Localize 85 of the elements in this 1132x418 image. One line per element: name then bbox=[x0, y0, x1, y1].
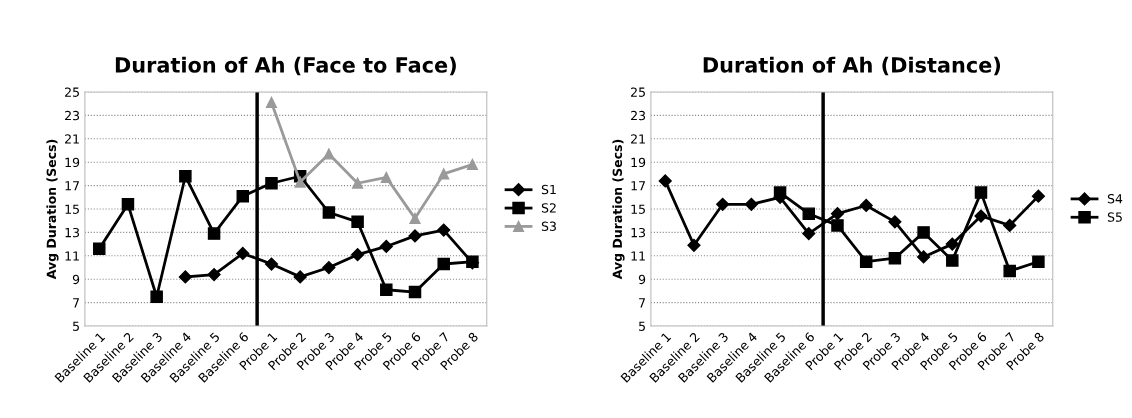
y-tick-label: 7 bbox=[639, 298, 645, 308]
y-tick-label: 19 bbox=[65, 157, 80, 168]
point bbox=[945, 237, 959, 251]
point bbox=[687, 238, 701, 252]
point bbox=[352, 177, 364, 189]
point bbox=[437, 257, 450, 271]
point bbox=[351, 248, 365, 262]
y-tick-label: 23 bbox=[631, 110, 646, 121]
y-tick-label: 11 bbox=[65, 251, 79, 261]
point bbox=[744, 197, 758, 211]
y-tick-label: 21 bbox=[65, 134, 79, 144]
point bbox=[380, 283, 393, 297]
point bbox=[236, 246, 250, 261]
y-axis-title: Avg Duration (Secs) bbox=[612, 139, 625, 280]
legend-label: S3 bbox=[541, 221, 556, 231]
point bbox=[265, 96, 278, 109]
point bbox=[293, 270, 307, 284]
y-axis-title: Avg Duration (Secs) bbox=[46, 139, 59, 280]
y-tick-label: 17 bbox=[631, 181, 645, 191]
point bbox=[438, 168, 450, 180]
point bbox=[466, 158, 478, 171]
point bbox=[888, 251, 902, 265]
y-tick-label: 5 bbox=[639, 321, 645, 331]
point bbox=[380, 171, 392, 183]
point bbox=[379, 239, 393, 254]
y-tick-label: 9 bbox=[72, 274, 80, 285]
y-tick-label: 5 bbox=[73, 321, 79, 331]
point bbox=[658, 174, 672, 188]
point bbox=[207, 227, 221, 240]
point bbox=[974, 186, 988, 199]
y-tick-label: 11 bbox=[631, 251, 645, 261]
y-tick-label: 15 bbox=[65, 204, 79, 214]
point bbox=[859, 255, 873, 268]
point bbox=[236, 189, 250, 203]
point bbox=[322, 260, 336, 275]
point bbox=[1032, 255, 1045, 268]
point bbox=[917, 226, 930, 239]
point bbox=[1003, 218, 1017, 232]
point bbox=[917, 250, 931, 264]
point bbox=[830, 207, 845, 221]
point bbox=[408, 285, 422, 299]
y-tick-label: 23 bbox=[65, 110, 80, 121]
point bbox=[265, 177, 278, 190]
point bbox=[150, 290, 163, 304]
point bbox=[859, 198, 873, 213]
y-tick-label: 9 bbox=[638, 274, 646, 285]
point bbox=[408, 229, 422, 243]
y-tick-label: 19 bbox=[631, 157, 646, 168]
point bbox=[831, 219, 844, 232]
point bbox=[323, 148, 335, 160]
point bbox=[294, 176, 306, 188]
point bbox=[716, 197, 730, 211]
point bbox=[437, 223, 451, 237]
y-tick-label: 25 bbox=[65, 87, 79, 97]
point bbox=[121, 198, 135, 211]
point bbox=[466, 255, 479, 268]
y-tick-label: 13 bbox=[65, 227, 80, 238]
point bbox=[1031, 189, 1045, 203]
point bbox=[178, 270, 192, 284]
point bbox=[409, 212, 421, 224]
chart-title: Duration of Ah (Face to Face) bbox=[115, 56, 456, 76]
y-tick-label: 17 bbox=[65, 181, 79, 191]
point bbox=[322, 206, 336, 219]
legend-label: S2 bbox=[541, 203, 556, 213]
point bbox=[802, 207, 816, 220]
y-tick-label: 15 bbox=[631, 204, 645, 214]
y-tick-label: 7 bbox=[73, 298, 79, 308]
point bbox=[1003, 264, 1016, 278]
chart-title: Duration of Ah (Distance) bbox=[703, 56, 1001, 76]
point bbox=[179, 169, 192, 183]
point bbox=[946, 254, 959, 267]
y-tick-label: 21 bbox=[631, 134, 645, 144]
point bbox=[802, 226, 816, 241]
point bbox=[93, 242, 106, 256]
point bbox=[351, 215, 364, 229]
y-tick-label: 25 bbox=[631, 87, 645, 97]
legend-label: S5 bbox=[1107, 212, 1122, 222]
point bbox=[264, 257, 279, 271]
point bbox=[207, 267, 221, 282]
point bbox=[773, 186, 787, 199]
legend-label: S1 bbox=[541, 184, 556, 195]
y-tick-label: 13 bbox=[631, 227, 646, 238]
point bbox=[888, 215, 902, 229]
point bbox=[974, 209, 988, 223]
legend-label: S4 bbox=[1107, 194, 1123, 204]
